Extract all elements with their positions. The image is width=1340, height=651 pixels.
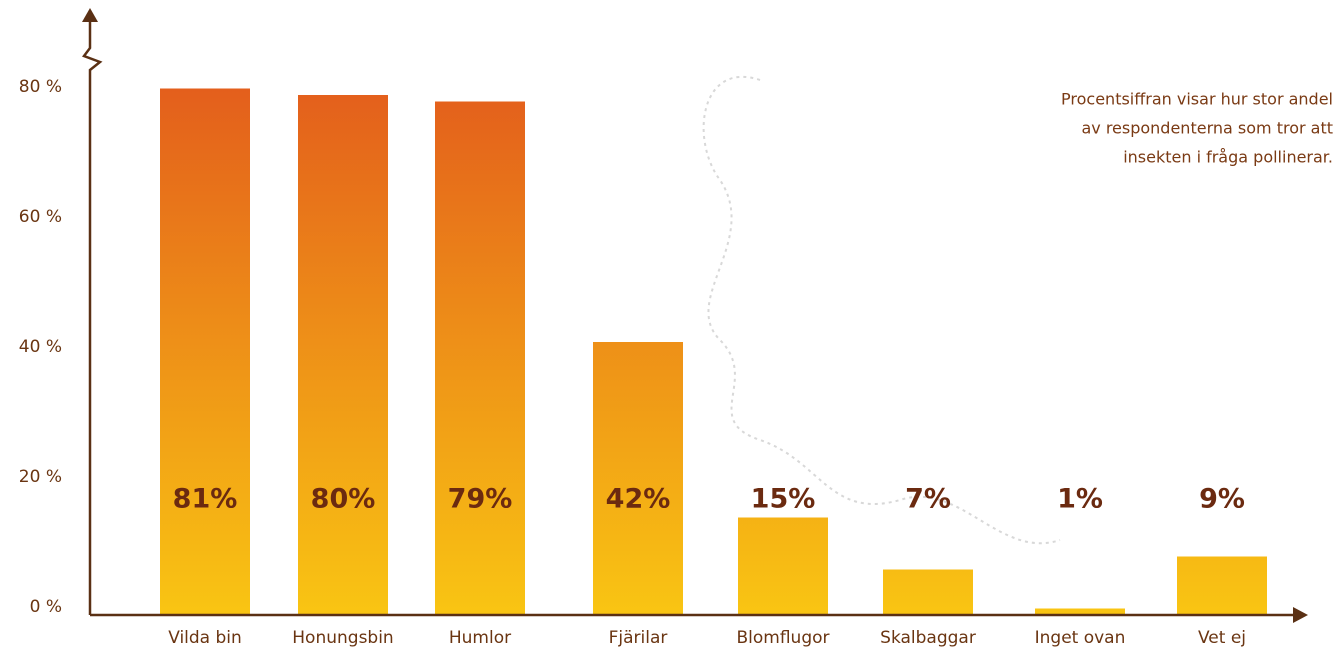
bar — [298, 95, 388, 615]
x-tick-label: Skalbaggar — [880, 628, 976, 648]
value-label: 81% — [173, 484, 238, 515]
value-label: 79% — [448, 484, 513, 515]
decor-trail — [704, 77, 1060, 543]
value-label: 1% — [1057, 484, 1103, 515]
x-tick-label: Fjärilar — [609, 628, 668, 648]
bar — [738, 518, 828, 616]
bar — [1177, 557, 1267, 616]
value-label: 15% — [751, 484, 816, 515]
annotation: insekten i fråga pollinerar. — [1123, 148, 1333, 167]
y-tick-label: 20 % — [19, 467, 62, 487]
value-label: 7% — [905, 484, 951, 515]
bar — [593, 342, 683, 615]
x-tick-label: Blomflugor — [736, 628, 829, 648]
value-label: 42% — [606, 484, 671, 515]
y-tick-label: 40 % — [19, 337, 62, 357]
x-tick-label: Vilda bin — [168, 628, 242, 648]
bar — [160, 89, 250, 616]
bar — [435, 102, 525, 616]
annotation: Procentsiffran visar hur stor andel — [1061, 90, 1333, 109]
y-tick-label: 0 % — [30, 597, 62, 617]
annotation: av respondenterna som tror att — [1081, 119, 1333, 138]
y-tick-label: 80 % — [19, 77, 62, 97]
chart: 0 % 20 % 40 % 60 % 80 % Vilda bin 81% Honungsbi… — [0, 0, 1340, 651]
x-tick-label: Humlor — [449, 628, 511, 648]
value-label: 9% — [1199, 484, 1245, 515]
bar — [883, 570, 973, 616]
x-tick-label: Honungsbin — [292, 628, 393, 648]
y-tick-label: 60 % — [19, 207, 62, 227]
x-tick-label: Vet ej — [1198, 628, 1246, 648]
value-label: 80% — [311, 484, 376, 515]
x-tick-label: Inget ovan — [1035, 628, 1126, 648]
